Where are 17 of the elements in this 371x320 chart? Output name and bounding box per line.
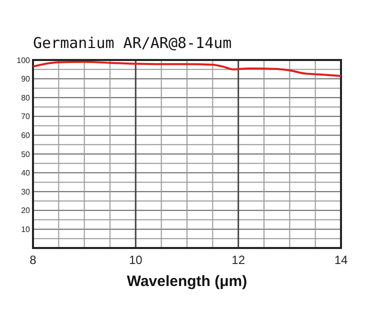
x-tick-label: 8 bbox=[30, 253, 37, 267]
y-tick-label: 20 bbox=[21, 206, 31, 216]
y-tick-label: 100 bbox=[16, 56, 31, 65]
y-tick-label: 90 bbox=[21, 74, 31, 84]
y-tick-label: 40 bbox=[21, 168, 31, 178]
x-tick-label: 10 bbox=[128, 253, 143, 267]
y-tick-label: 50 bbox=[21, 150, 31, 159]
x-tick-label: 12 bbox=[232, 253, 246, 267]
y-tick-label: 60 bbox=[21, 131, 31, 140]
y-tick-label: 70 bbox=[21, 112, 31, 122]
x-tick-label: 14 bbox=[334, 253, 348, 267]
y-tick-label: 30 bbox=[21, 187, 31, 196]
chart-title: Germanium AR/AR@8-14um bbox=[33, 34, 232, 52]
y-tick-label: 10 bbox=[21, 225, 31, 234]
y-tick-label: 80 bbox=[21, 93, 31, 102]
line-series bbox=[32, 60, 342, 77]
x-axis-title: Wavelength (μm) bbox=[126, 273, 248, 290]
